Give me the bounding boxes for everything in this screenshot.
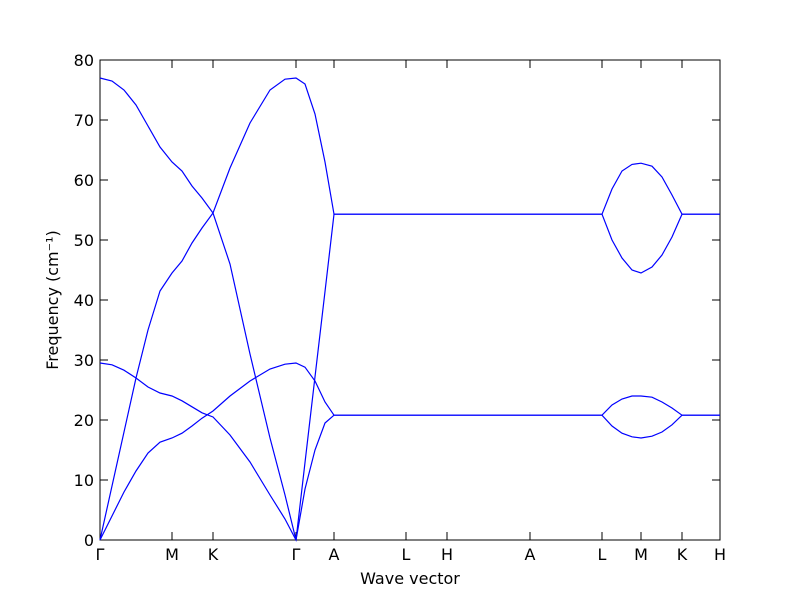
band-line: [99, 77, 720, 541]
x-tick-label: M: [165, 545, 179, 564]
y-tick-label: 10: [74, 471, 94, 490]
y-tick-label: 80: [74, 51, 94, 70]
y-tick-label: 60: [74, 171, 94, 190]
x-tick-label: Γ: [292, 545, 301, 564]
band-line: [99, 362, 720, 542]
band-line: [99, 77, 720, 541]
x-tick-label: H: [714, 545, 726, 564]
x-tick-label: A: [525, 545, 536, 564]
plot-frame: [99, 59, 721, 541]
x-tick-label: K: [677, 545, 688, 564]
x-tick-label: L: [598, 545, 607, 564]
x-tick-label: M: [634, 545, 648, 564]
x-tick-label: A: [329, 545, 340, 564]
y-tick-label: 70: [74, 111, 94, 130]
x-tick-label: Γ: [96, 545, 105, 564]
y-tick-label: 50: [74, 231, 94, 250]
y-tick-label: 40: [74, 291, 94, 310]
x-axis-label: Wave vector: [360, 569, 460, 588]
x-tick-label: L: [402, 545, 411, 564]
y-tick-label: 0: [84, 531, 94, 550]
y-axis-label: Frequency (cm⁻¹): [43, 230, 62, 369]
x-tick-label: K: [208, 545, 219, 564]
y-tick-label: 20: [74, 411, 94, 430]
y-tick-label: 30: [74, 351, 94, 370]
x-tick-label: H: [441, 545, 453, 564]
band-line: [99, 362, 720, 541]
